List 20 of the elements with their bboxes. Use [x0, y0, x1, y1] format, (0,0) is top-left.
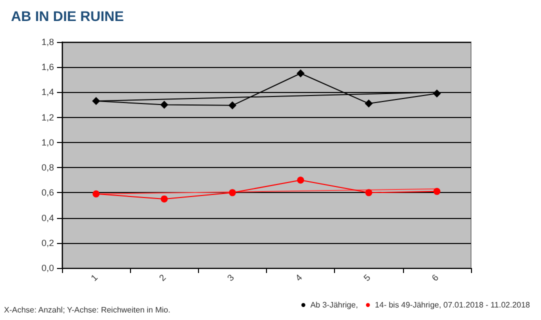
- x-tick-label: 5: [362, 272, 372, 284]
- y-tick-label: 0,0: [41, 263, 54, 273]
- x-tick-label: 2: [157, 272, 168, 284]
- chart-title: AB IN DIE RUINE: [11, 8, 124, 24]
- y-tick-label: 0,2: [41, 238, 54, 248]
- y-tick-label: 1,4: [41, 87, 54, 98]
- y-tick-label: 1,8: [41, 37, 54, 47]
- y-tick-label: 0,8: [41, 162, 54, 173]
- legend-label: Ab 3-Jährige,: [310, 300, 358, 310]
- x-tick-label: 3: [225, 272, 236, 284]
- y-tick-label: 1,2: [41, 112, 54, 122]
- x-tick-label: 1: [89, 272, 100, 284]
- x-tick-label: 4: [294, 272, 304, 284]
- y-tick-label: 0,6: [41, 188, 54, 198]
- y-tick-label: 1,0: [41, 137, 54, 148]
- x-tick-label: 6: [430, 272, 440, 284]
- y-tick-label: 1,6: [41, 62, 54, 72]
- legend-label: 14- bis 49-Jährige, 07.01.2018 - 11.02.2018: [374, 300, 531, 310]
- text: X-Achse: Anzahl; Y-Achse: Reichweiten in Mio.: [4, 306, 170, 314]
- y-tick-label: 0,4: [41, 212, 54, 223]
